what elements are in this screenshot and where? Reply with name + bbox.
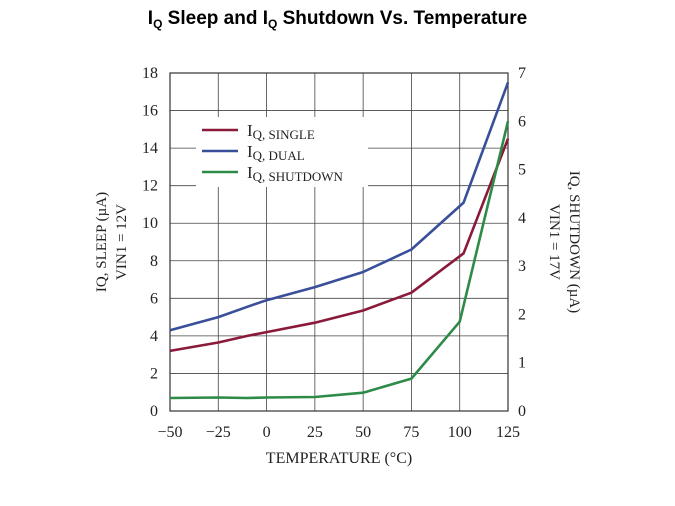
right-tick-label: 6 [518, 113, 526, 130]
x-tick-label: −50 [157, 424, 182, 441]
x-axis-label: TEMPERATURE (°C) [266, 450, 412, 467]
right-tick-label: 4 [518, 210, 526, 227]
left-tick-label: 16 [142, 103, 158, 120]
x-tick-label: 100 [448, 424, 472, 441]
right-axis-label: IQ, SHUTDOWN (µA) VIN1 = 17V [546, 171, 582, 313]
title-subscript-2: Q [268, 17, 278, 31]
series-line-3 [169, 120, 510, 400]
left-tick-label: 6 [150, 290, 158, 307]
series-line-2 [169, 81, 510, 332]
x-tick-label: −25 [206, 424, 231, 441]
right-tick-label: 0 [518, 403, 526, 420]
left-tick-label: 2 [150, 365, 158, 382]
left-axis-label: IQ, SLEEP (µA) VIN1 = 12V [94, 192, 130, 292]
right-axis-label-line-2: VIN1 = 17V [546, 204, 562, 280]
right-tick-label: 3 [518, 258, 526, 275]
left-tick-label: 8 [150, 253, 158, 270]
right-axis-ticks: 0 1 2 3 4 5 6 7 [518, 65, 526, 420]
left-axis-ticks: 0 2 4 6 8 10 12 14 16 18 [142, 65, 158, 420]
x-tick-label: 50 [355, 424, 371, 441]
legend-label-2: IQ, DUAL [247, 142, 305, 163]
title-part-2: Sleep and I [162, 8, 268, 29]
x-axis-ticks: −50 −25 0 25 50 75 100 125 [157, 424, 520, 441]
right-axis-label-line-1: IQ, SHUTDOWN (µA) [566, 171, 582, 313]
x-tick-label: 125 [496, 424, 520, 441]
right-tick-label: 1 [518, 355, 526, 372]
legend-label-1: IQ, SINGLE [247, 121, 315, 142]
legend-label-3: IQ, SHUTDOWN [247, 163, 344, 184]
left-tick-label: 12 [142, 178, 158, 195]
title-part-3: Shutdown Vs. Temperature [277, 8, 528, 29]
left-tick-label: 14 [142, 140, 158, 157]
series-lines [169, 81, 510, 400]
left-tick-label: 10 [142, 215, 158, 232]
x-tick-label: 75 [403, 424, 419, 441]
right-tick-label: 2 [518, 306, 526, 323]
plot-frame [169, 72, 509, 412]
left-axis-label-line-1: IQ, SLEEP (µA) [94, 192, 110, 292]
title-part-1: I [147, 8, 154, 29]
left-tick-label: 4 [150, 328, 158, 345]
left-tick-label: 18 [142, 65, 158, 82]
x-tick-label: 0 [263, 424, 271, 441]
title-subscript-1: Q [153, 17, 163, 31]
page-title: IQ Sleep and IQ Shutdown Vs. Temperature [0, 8, 675, 31]
right-tick-label: 7 [518, 65, 526, 82]
right-tick-label: 5 [518, 162, 526, 179]
left-tick-label: 0 [150, 403, 158, 420]
series-line-1 [169, 138, 510, 353]
left-axis-label-line-2: VIN1 = 12V [114, 204, 130, 280]
x-tick-label: 25 [307, 424, 323, 441]
